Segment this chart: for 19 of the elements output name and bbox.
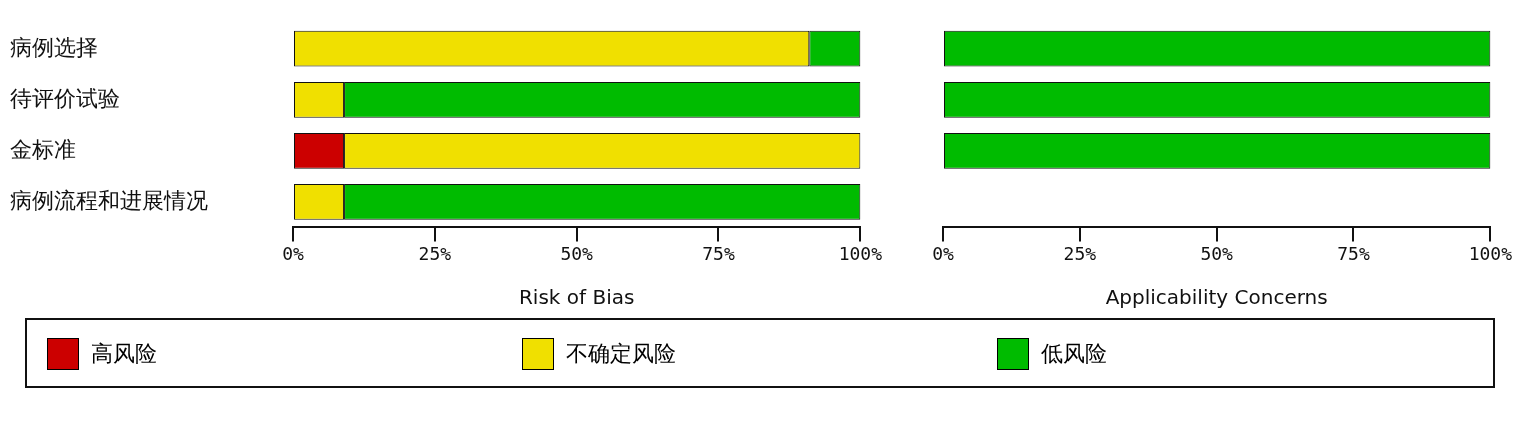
x-tick-label: 0% xyxy=(282,242,304,264)
legend-label: 不确定风险 xyxy=(566,340,676,368)
x-axis-title: Applicability Concerns xyxy=(1105,285,1328,310)
x-tick-label: 50% xyxy=(1200,242,1234,264)
legend-label: 低风险 xyxy=(1041,340,1107,368)
x-tick-label: 0% xyxy=(932,242,954,264)
x-tick-label: 100% xyxy=(838,242,883,264)
x-tick-label: 25% xyxy=(1063,242,1097,264)
x-tick-label: 75% xyxy=(702,242,735,264)
legend-label: 高风险 xyxy=(91,340,157,368)
y-tick-label: 病例流程和进展情况 xyxy=(10,187,208,213)
x-tick-label: 100% xyxy=(1468,242,1513,264)
y-tick-label: 待评价试验 xyxy=(10,85,120,111)
x-tick-label: 75% xyxy=(1337,242,1370,264)
x-axis-title: Risk of Bias xyxy=(518,285,635,310)
x-tick-label: 50% xyxy=(560,242,594,264)
y-tick-label: 金标准 xyxy=(10,136,76,162)
y-tick-label: 病例选择 xyxy=(10,34,98,60)
x-tick-label: 25% xyxy=(418,242,452,264)
